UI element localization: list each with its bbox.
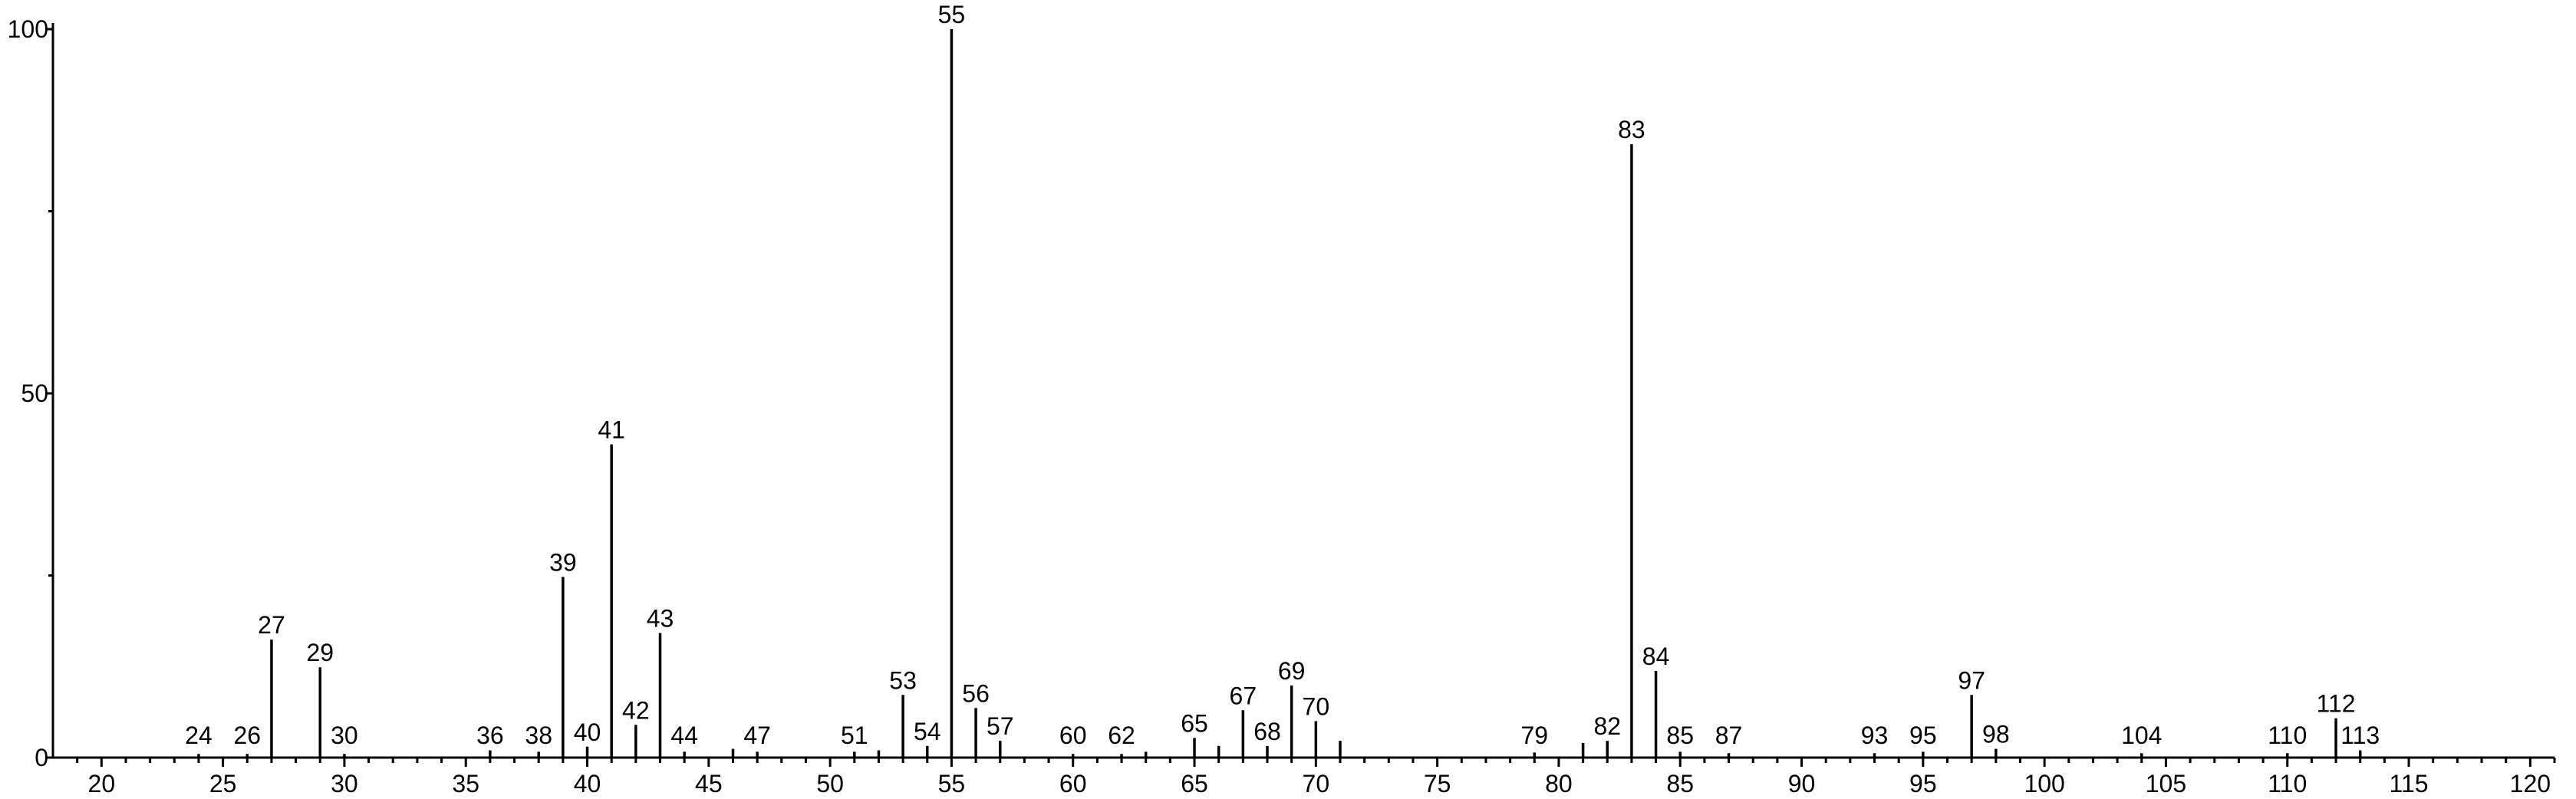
peak-label: 41 bbox=[598, 416, 625, 444]
peak-label: 56 bbox=[962, 679, 990, 707]
x-tick-label: 70 bbox=[1303, 770, 1330, 797]
x-tick-label: 115 bbox=[2390, 770, 2429, 797]
x-tick-label: 120 bbox=[2510, 770, 2551, 797]
peak-label: 68 bbox=[1253, 718, 1281, 745]
x-tick-label: 30 bbox=[331, 770, 358, 797]
x-tick-label: 40 bbox=[574, 770, 601, 797]
x-tick-label: 90 bbox=[1788, 770, 1816, 797]
peak-label: 53 bbox=[889, 666, 917, 694]
y-tick-label: 100 bbox=[8, 15, 48, 43]
peak-label: 38 bbox=[525, 722, 552, 749]
x-tick-label: 75 bbox=[1424, 770, 1451, 797]
peak-label: 62 bbox=[1108, 722, 1135, 749]
peak-label: 44 bbox=[670, 722, 698, 749]
peak-label: 26 bbox=[233, 722, 261, 749]
peak-label: 98 bbox=[1982, 721, 2010, 748]
x-tick-label: 65 bbox=[1181, 770, 1208, 797]
y-tick-label: 50 bbox=[21, 380, 48, 407]
peak-label: 67 bbox=[1230, 682, 1257, 709]
peak-label: 43 bbox=[647, 605, 674, 633]
x-tick-label: 50 bbox=[816, 770, 844, 797]
peak-label: 60 bbox=[1059, 722, 1087, 749]
peak-label: 51 bbox=[841, 722, 868, 749]
peak-label: 24 bbox=[185, 722, 212, 749]
peak-label: 65 bbox=[1181, 709, 1208, 737]
peak-label: 57 bbox=[987, 712, 1014, 740]
peak-label: 42 bbox=[622, 696, 650, 724]
peak-label: 84 bbox=[1642, 643, 1670, 670]
x-tick-label: 105 bbox=[2146, 770, 2186, 797]
peak-label: 104 bbox=[2121, 722, 2162, 749]
x-tick-label: 55 bbox=[938, 770, 966, 797]
x-tick-label: 20 bbox=[88, 770, 116, 797]
peak-label: 47 bbox=[743, 722, 771, 749]
x-tick-label: 100 bbox=[2024, 770, 2064, 797]
peak-label: 36 bbox=[476, 722, 504, 749]
x-tick-label: 80 bbox=[1545, 770, 1573, 797]
x-tick-label: 85 bbox=[1666, 770, 1694, 797]
peak-label: 30 bbox=[331, 722, 358, 749]
peak-label: 27 bbox=[258, 611, 285, 639]
y-tick-label: 0 bbox=[35, 744, 48, 771]
peak-label: 93 bbox=[1861, 722, 1889, 749]
peak-label: 85 bbox=[1666, 722, 1694, 749]
x-tick-label: 45 bbox=[695, 770, 723, 797]
x-tick-label: 110 bbox=[2268, 770, 2307, 797]
x-tick-label: 35 bbox=[452, 770, 479, 797]
peak-label: 113 bbox=[2340, 722, 2380, 749]
peak-label: 97 bbox=[1958, 666, 1985, 694]
peak-label: 112 bbox=[2317, 690, 2356, 718]
peak-label: 87 bbox=[1715, 722, 1743, 749]
peak-label: 40 bbox=[574, 718, 601, 746]
peak-label: 54 bbox=[914, 718, 941, 745]
peak-label: 69 bbox=[1278, 657, 1306, 685]
peak-label: 79 bbox=[1520, 722, 1548, 749]
peak-label: 95 bbox=[1909, 722, 1937, 749]
x-tick-label: 95 bbox=[1909, 770, 1937, 797]
peak-label: 82 bbox=[1593, 712, 1621, 740]
x-tick-label: 60 bbox=[1059, 770, 1087, 797]
peak-label: 39 bbox=[549, 548, 577, 576]
peak-label: 55 bbox=[938, 1, 966, 28]
peak-label: 70 bbox=[1303, 693, 1330, 721]
x-tick-label: 25 bbox=[209, 770, 237, 797]
peak-label: 29 bbox=[306, 639, 334, 666]
peak-label: 83 bbox=[1618, 116, 1645, 143]
peak-label: 110 bbox=[2268, 722, 2307, 749]
